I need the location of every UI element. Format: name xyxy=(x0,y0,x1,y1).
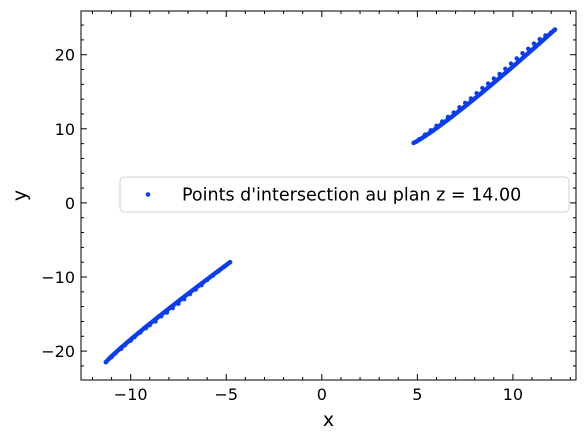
data-point xyxy=(548,30,554,35)
data-point xyxy=(440,119,445,124)
legend-label: Points d'intersection au plan z = 14.00 xyxy=(182,186,521,206)
y-tick-label: 0 xyxy=(65,194,75,213)
data-point xyxy=(531,41,537,46)
data-point xyxy=(457,105,462,110)
x-tick-label: 0 xyxy=(317,385,327,404)
data-point xyxy=(170,305,175,311)
x-tick-label: −10 xyxy=(114,385,148,404)
data-point xyxy=(113,351,118,356)
data-point xyxy=(462,100,468,106)
data-point xyxy=(543,33,548,38)
data-point xyxy=(526,46,531,51)
data-point xyxy=(187,291,193,297)
data-point xyxy=(176,301,181,306)
data-point xyxy=(132,334,137,340)
data-point xyxy=(199,282,204,288)
data-point xyxy=(193,287,198,292)
data-point xyxy=(485,81,491,86)
data-point xyxy=(508,61,514,66)
data-point xyxy=(143,325,149,331)
data-point xyxy=(103,360,109,365)
ticks-layer: −10 −5 0 5 10 −20 −10 0 10 20 xyxy=(41,11,576,404)
legend-marker xyxy=(145,192,151,197)
data-point xyxy=(445,114,451,120)
data-point xyxy=(164,310,170,315)
data-point xyxy=(468,96,474,101)
y-tick-label: −20 xyxy=(41,342,75,361)
data-point xyxy=(451,110,456,115)
data-point xyxy=(422,132,428,137)
data-point xyxy=(210,273,216,278)
data-point xyxy=(480,85,485,91)
data-point xyxy=(491,76,497,81)
data-point xyxy=(118,346,124,352)
y-axis-label: y xyxy=(9,190,31,201)
y-tick-label: −10 xyxy=(41,268,75,287)
plot-frame xyxy=(80,10,577,381)
points-layer xyxy=(103,27,558,365)
y-tick-label: 10 xyxy=(55,120,75,139)
data-point xyxy=(147,322,152,328)
data-point xyxy=(222,264,227,269)
data-point xyxy=(503,66,508,72)
data-point xyxy=(474,91,479,96)
x-axis-label: x xyxy=(323,409,334,431)
data-point xyxy=(216,268,221,274)
x-tick-label: −5 xyxy=(214,385,238,404)
data-point xyxy=(434,123,439,129)
data-point xyxy=(204,277,210,283)
data-point xyxy=(514,56,519,61)
data-point xyxy=(428,128,433,133)
data-point xyxy=(497,71,502,77)
data-point xyxy=(182,297,187,302)
data-point xyxy=(109,354,114,360)
data-point xyxy=(552,27,558,32)
legend-box xyxy=(119,176,570,213)
legend: Points d'intersection au plan z = 14.00 xyxy=(119,176,570,213)
data-point xyxy=(128,338,133,343)
data-point xyxy=(159,314,164,319)
y-tick-label: 20 xyxy=(55,46,75,65)
data-point xyxy=(417,136,422,142)
data-point xyxy=(520,51,525,56)
x-tick-label: 10 xyxy=(503,385,523,404)
data-point xyxy=(537,36,542,42)
data-point xyxy=(122,342,128,348)
data-point xyxy=(227,259,233,265)
data-point xyxy=(153,319,158,324)
x-tick-label: 5 xyxy=(412,385,422,404)
data-point xyxy=(411,140,416,146)
data-point xyxy=(138,330,143,335)
